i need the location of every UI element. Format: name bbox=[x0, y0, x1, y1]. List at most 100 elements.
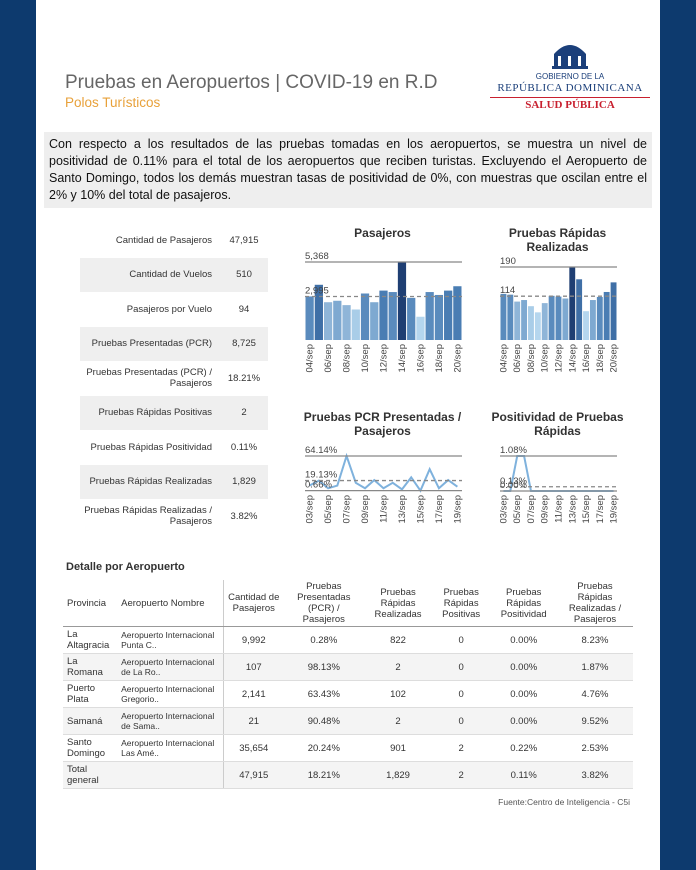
bar bbox=[397, 262, 407, 340]
bar bbox=[453, 286, 462, 340]
table-cell: 21 bbox=[223, 707, 284, 735]
logo-icon bbox=[552, 45, 588, 69]
table-cell: 63.43% bbox=[283, 680, 365, 708]
table-cell: 822 bbox=[364, 626, 432, 654]
kpi-value: 47,915 bbox=[229, 234, 259, 246]
x-tick-label: 11/sep bbox=[379, 495, 390, 523]
x-tick-label: 14/sep bbox=[397, 344, 408, 373]
table-cell: 98.13% bbox=[283, 653, 365, 681]
table-cell: Puerto Plata bbox=[63, 680, 118, 708]
x-tick-label: 04/sep bbox=[498, 344, 509, 373]
kpi-row: Pruebas Rápidas Positividad 0.11% bbox=[80, 430, 268, 464]
logo-text: SALUD PÚBLICA bbox=[490, 97, 650, 111]
table-cell bbox=[117, 761, 224, 789]
column-header: Pruebas Rápidas Positividad bbox=[490, 580, 557, 627]
kpi-row: Pruebas Rápidas Positivas 2 bbox=[80, 395, 268, 430]
column-header: Cantidad de Pasajeros bbox=[223, 580, 284, 627]
subtitle: Polos Turísticos bbox=[65, 95, 161, 110]
bar bbox=[541, 303, 548, 340]
reference-label: 1.08% bbox=[500, 445, 527, 456]
x-tick-label: 06/sep bbox=[512, 344, 523, 373]
kpi-row: Cantidad de Vuelos 510 bbox=[80, 257, 268, 292]
column-header: Provincia bbox=[63, 580, 118, 627]
table-cell: Aeropuerto Internacional Las Amé.. bbox=[117, 734, 224, 762]
bar bbox=[610, 282, 617, 340]
bar bbox=[351, 309, 360, 340]
bar bbox=[407, 297, 416, 340]
table-cell: 20.24% bbox=[283, 734, 365, 762]
x-tick-label: 10/sep bbox=[360, 344, 371, 373]
table-cell: 0.00% bbox=[490, 680, 557, 708]
table-cell: 901 bbox=[364, 734, 432, 762]
kpi-label: Pruebas Presentadas (PCR) / Pasajeros bbox=[86, 367, 212, 389]
x-tick-label: 20/sep bbox=[609, 344, 620, 373]
bar bbox=[534, 312, 541, 340]
kpi-row: Pruebas Rápidas Realizadas / Pasajeros 3.… bbox=[80, 499, 268, 533]
x-tick-label: 20/sep bbox=[452, 344, 463, 373]
x-tick-label: 15/sep bbox=[415, 495, 426, 524]
kpi-label: Cantidad de Vuelos bbox=[129, 269, 212, 280]
x-tick-label: 09/sep bbox=[360, 495, 371, 524]
kpi-row: Cantidad de Pasajeros 47,915 bbox=[80, 223, 268, 257]
table-cell: 0.00% bbox=[490, 626, 557, 654]
table-row: Samaná Aeropuerto Internacional de Sama..… bbox=[63, 707, 633, 735]
table-cell: 2 bbox=[431, 761, 491, 789]
bar bbox=[562, 298, 569, 340]
reference-label: 114 bbox=[500, 285, 515, 296]
table-row: La Altagracia Aeropuerto Internacional Pu… bbox=[63, 626, 633, 654]
table-cell: 18.21% bbox=[283, 761, 365, 789]
column-header: Aeropuerto Nombre bbox=[117, 580, 224, 627]
x-tick-label: 10/sep bbox=[540, 344, 551, 373]
table-cell: Total general bbox=[63, 761, 118, 789]
kpi-label: Pruebas Rápidas Realizadas bbox=[89, 476, 212, 487]
table-cell: 35,654 bbox=[223, 734, 284, 762]
table-cell: 1.87% bbox=[556, 653, 633, 681]
bar bbox=[425, 292, 434, 340]
table-row: Puerto Plata Aeropuerto Internacional Gre… bbox=[63, 680, 633, 708]
bar bbox=[569, 267, 576, 340]
x-tick-label: 19/sep bbox=[609, 495, 620, 524]
table-cell: Aeropuerto Internacional Punta C.. bbox=[117, 626, 224, 654]
bar bbox=[305, 296, 314, 340]
bar bbox=[528, 306, 534, 340]
bar bbox=[323, 302, 333, 340]
x-tick-label: 11/sep bbox=[554, 495, 565, 523]
reference-label: 0.66% bbox=[305, 480, 332, 491]
bar bbox=[370, 302, 379, 340]
side-border bbox=[660, 0, 696, 870]
kpi-value: 94 bbox=[238, 303, 250, 315]
kpi-label: Cantidad de Pasajeros bbox=[115, 234, 212, 246]
x-tick-label: 12/sep bbox=[379, 344, 390, 373]
column-header: Pruebas Rápidas Realizadas / Pasajeros bbox=[556, 580, 633, 627]
bar bbox=[596, 296, 603, 340]
bar bbox=[548, 295, 555, 340]
kpi-value: 18.21% bbox=[227, 372, 261, 384]
side-border bbox=[0, 0, 36, 870]
x-tick-label: 05/sep bbox=[323, 495, 334, 524]
x-tick-label: 07/sep bbox=[342, 495, 353, 524]
kpi-label: Pruebas Rápidas Positividad bbox=[90, 441, 212, 453]
table-cell: 107 bbox=[223, 653, 284, 681]
table-cell: Aeropuerto Internacional Gregorio.. bbox=[117, 680, 224, 708]
column-header: Pruebas Rápidas Realizadas bbox=[364, 580, 432, 627]
table-row: Santo Domingo Aeropuerto Internacional La… bbox=[63, 734, 633, 762]
table-cell: 8.23% bbox=[556, 626, 633, 654]
x-tick-label: 18/sep bbox=[595, 344, 606, 373]
reference-label: 2,995 bbox=[305, 285, 329, 296]
bar bbox=[514, 301, 521, 340]
x-tick-label: 07/sep bbox=[526, 495, 537, 524]
table-cell: 90.48% bbox=[283, 707, 365, 735]
summary: Con respecto a los resultados de las pru… bbox=[44, 132, 652, 208]
bar bbox=[576, 279, 583, 340]
bar bbox=[388, 292, 397, 340]
x-tick-label: 17/sep bbox=[434, 495, 445, 524]
x-tick-label: 19/sep bbox=[452, 495, 463, 524]
x-tick-label: 05/sep bbox=[512, 495, 523, 524]
bar bbox=[521, 300, 528, 340]
column-header: Pruebas Presentadas (PCR) / Pasajeros bbox=[283, 580, 365, 627]
chart-title: Positividad de Pruebas Rápidas bbox=[491, 410, 624, 438]
table-cell: 4.76% bbox=[556, 680, 633, 708]
table-cell: 47,915 bbox=[223, 761, 284, 789]
bar bbox=[444, 290, 453, 340]
chart-title: Pasajeros bbox=[354, 226, 411, 240]
